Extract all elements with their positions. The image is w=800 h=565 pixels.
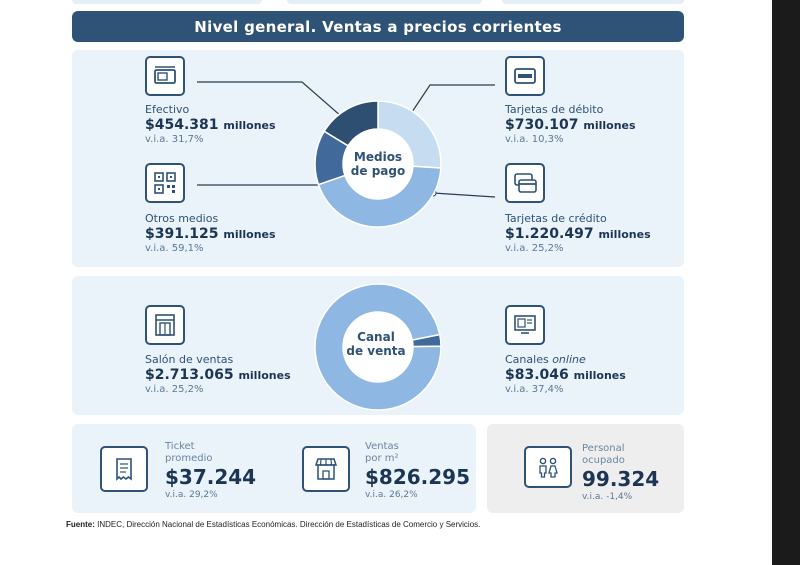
ventas-m2-label2: por m² [365, 453, 399, 464]
ticket-value: $37.244 [165, 465, 257, 489]
donut-hole [343, 312, 413, 382]
salon-unit: millones [238, 368, 291, 382]
ventas-m2-label1: Ventas [365, 441, 399, 452]
shop-front-icon [302, 446, 350, 492]
payment-center-line1: Medios [353, 150, 403, 164]
donut-hole [343, 129, 413, 199]
salon-value: $2.713.065 [145, 366, 234, 383]
debito-unit: millones [583, 118, 636, 132]
dark-edge [772, 0, 800, 565]
otros-label: Otros medios [145, 212, 219, 225]
payment-methods-donut [314, 100, 442, 228]
source-text: INDEC, Dirección Nacional de Estadística… [94, 520, 481, 529]
ticket-label1: Ticket [165, 441, 195, 452]
ticket-metric: Ticket promedio $37.244 v.i.a. 29,2% [165, 441, 256, 501]
credito-unit: millones [598, 227, 651, 241]
personal-value: 99.324 [582, 467, 660, 491]
ticket-label2: promedio [165, 453, 213, 464]
payment-donut-center-label: Medios de pago [333, 150, 423, 179]
personal-metric: Personal ocupado 99.324 v.i.a. -1,4% [582, 443, 659, 503]
online-screen-icon [505, 305, 545, 345]
efectivo-unit: millones [223, 118, 276, 132]
personal-label2: ocupado [582, 455, 625, 466]
source-note: Fuente: INDEC, Dirección Nacional de Est… [66, 520, 480, 529]
credito-value: $1.220.497 [505, 225, 594, 242]
debito-metric: Tarjetas de débito $730.107 millones v.i… [505, 103, 636, 147]
credito-label: Tarjetas de crédito [505, 212, 607, 225]
online-via: v.i.a. 37,4% [505, 384, 564, 396]
receipt-icon [100, 446, 148, 492]
efectivo-metric: Efectivo $454.381 millones v.i.a. 31,7% [145, 103, 276, 147]
ticket-via: v.i.a. 29,2% [165, 490, 218, 500]
cash-icon [145, 56, 185, 96]
channel-donut-center-label: Canal de venta [331, 330, 421, 359]
credito-metric: Tarjetas de crédito $1.220.497 millones … [505, 212, 651, 256]
payment-center-line2: de pago [350, 164, 406, 179]
ventas-m2-value: $826.295 [365, 465, 471, 489]
efectivo-value: $454.381 [145, 116, 219, 133]
efectivo-label: Efectivo [145, 103, 190, 116]
salon-label: Salón de ventas [145, 353, 234, 366]
online-unit: millones [573, 368, 626, 382]
qr-code-icon [145, 163, 185, 203]
salon-metric: Salón de ventas $2.713.065 millones v.i.… [145, 353, 291, 397]
debito-via: v.i.a. 10,3% [505, 134, 564, 146]
otros-metric: Otros medios $391.125 millones v.i.a. 59… [145, 212, 276, 256]
online-label-em: online [552, 353, 586, 366]
personal-via: v.i.a. -1,4% [582, 492, 633, 502]
people-icon [524, 446, 572, 488]
otros-value: $391.125 [145, 225, 219, 242]
ventas-m2-metric: Ventas por m² $826.295 v.i.a. 26,2% [365, 441, 470, 501]
personal-label1: Personal [582, 443, 625, 454]
online-metric: Canales online $83.046 millones v.i.a. 3… [505, 353, 626, 397]
efectivo-via: v.i.a. 31,7% [145, 134, 204, 146]
online-value: $83.046 [505, 366, 569, 383]
page-title: Nivel general. Ventas a precios corrient… [72, 11, 684, 42]
channel-center-line1: Canal [357, 330, 395, 344]
online-label-prefix: Canales [505, 353, 553, 366]
credito-via: v.i.a. 25,2% [505, 243, 564, 255]
sales-channel-donut [314, 283, 442, 411]
store-door-icon [145, 305, 185, 345]
debito-label: Tarjetas de débito [505, 103, 604, 116]
otros-unit: millones [223, 227, 276, 241]
source-prefix: Fuente: [66, 520, 95, 529]
debito-value: $730.107 [505, 116, 579, 133]
salon-via: v.i.a. 25,2% [145, 384, 204, 396]
personal-panel [487, 424, 684, 513]
ventas-m2-via: v.i.a. 26,2% [365, 490, 418, 500]
top-tabs [72, 0, 684, 4]
channel-center-line2: de venta [346, 344, 406, 359]
credit-cards-icon [505, 163, 545, 203]
otros-via: v.i.a. 59,1% [145, 243, 204, 255]
debit-card-icon [505, 56, 545, 96]
